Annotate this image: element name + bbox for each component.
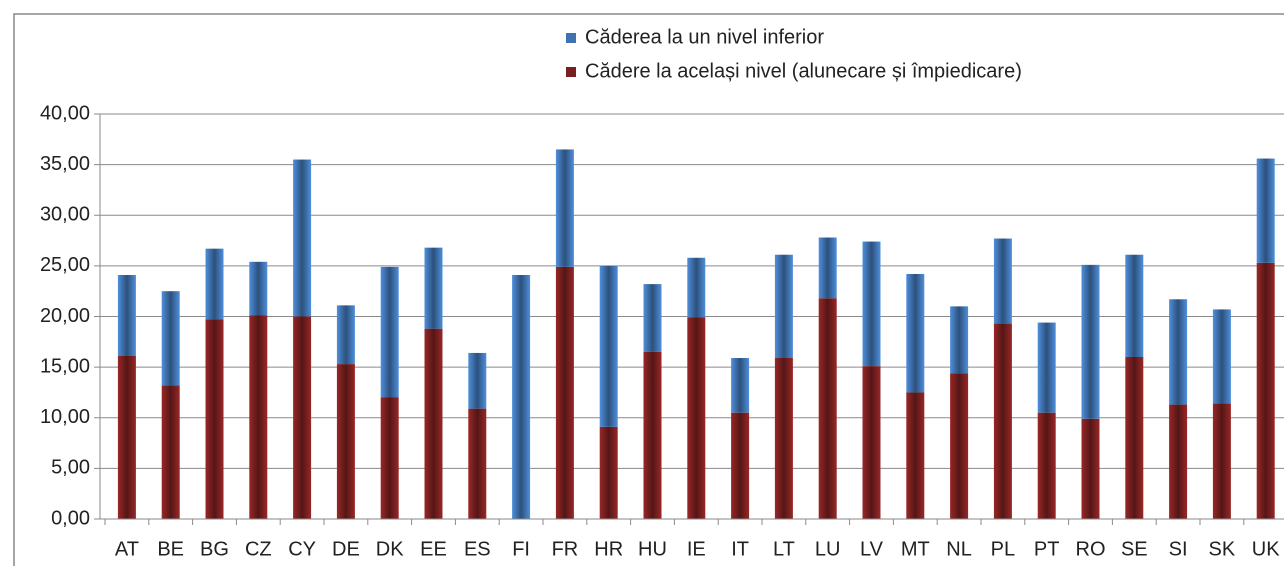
x-tick-label: BG	[200, 538, 229, 560]
bar-segment	[1256, 158, 1275, 263]
x-tick-label: PT	[1034, 538, 1060, 560]
bar-segment	[249, 261, 268, 316]
x-tick-label: SE	[1121, 538, 1148, 560]
x-tick-label: SI	[1169, 538, 1188, 560]
y-tick-label: 10,00	[40, 406, 90, 428]
y-tick-label: 15,00	[40, 355, 90, 377]
x-tick-label: CZ	[245, 538, 272, 560]
bar-segment	[774, 358, 793, 519]
bar-segment	[599, 426, 618, 519]
bar-segment	[468, 352, 487, 409]
bar-segment	[862, 241, 881, 367]
x-tick-label: IT	[731, 538, 749, 560]
bar-segment	[1212, 309, 1231, 404]
bar-segment	[555, 149, 574, 267]
x-tick-label: NL	[946, 538, 972, 560]
bar-segment	[818, 237, 837, 299]
x-tick-label: FR	[552, 538, 579, 560]
bar-segment	[1037, 322, 1056, 413]
bar-segment	[1037, 412, 1056, 519]
x-tick-label: IE	[687, 538, 706, 560]
y-tick-label: 35,00	[40, 153, 90, 175]
bar-segment	[380, 266, 399, 398]
bar-segment	[424, 328, 443, 519]
bar-segment	[993, 323, 1012, 519]
bar-segment	[336, 364, 355, 519]
bar-segment	[161, 291, 180, 386]
bar-segment	[336, 305, 355, 365]
y-tick-label: 5,00	[51, 457, 90, 479]
bar-segment	[731, 412, 750, 519]
y-tick-label: 0,00	[51, 507, 90, 529]
x-tick-label: MT	[901, 538, 930, 560]
bar-segment	[1212, 403, 1231, 519]
x-tick-label: CY	[288, 538, 316, 560]
x-tick-label: SK	[1209, 538, 1236, 560]
bar-segment	[950, 306, 969, 374]
x-tick-label: DE	[332, 538, 360, 560]
y-tick-label: 25,00	[40, 254, 90, 276]
bar-segment	[1256, 262, 1275, 519]
bar-segment	[687, 317, 706, 519]
bar-segment	[117, 274, 136, 356]
bar-segment	[599, 265, 618, 427]
bar-segment	[906, 392, 925, 519]
bar-segment	[687, 257, 706, 318]
bar-segment	[1169, 299, 1188, 405]
bar-segment	[161, 385, 180, 519]
chart-frame	[13, 13, 1284, 566]
bar-segment	[249, 315, 268, 519]
x-tick-label: EE	[420, 538, 447, 560]
x-tick-label: UK	[1252, 538, 1280, 560]
bar-segment	[1081, 418, 1100, 519]
x-tick-label: PL	[991, 538, 1015, 560]
x-tick-label: LV	[860, 538, 884, 560]
x-tick-label: LU	[815, 538, 841, 560]
bar-segment	[117, 355, 136, 519]
bar-segment	[293, 159, 312, 317]
bar-segment	[555, 266, 574, 519]
bar-segment	[205, 248, 224, 320]
bar-segment	[906, 273, 925, 393]
bar-segment	[950, 373, 969, 519]
bar-segment	[818, 298, 837, 519]
bar-segment	[862, 366, 881, 519]
bar-segment	[1125, 357, 1144, 519]
bar-segment	[468, 408, 487, 519]
x-tick-label: HU	[638, 538, 667, 560]
y-tick-label: 20,00	[40, 305, 90, 327]
bar-segment	[1081, 264, 1100, 419]
legend-swatch	[566, 67, 576, 77]
x-tick-label: ES	[464, 538, 491, 560]
bar-segment	[993, 238, 1012, 324]
bar-segment	[293, 316, 312, 519]
bar-segment	[1125, 254, 1144, 357]
y-tick-label: 30,00	[40, 204, 90, 226]
legend-label: Cădere la același nivel (alunecare și îm…	[585, 60, 1022, 82]
y-tick-label: 40,00	[40, 102, 90, 124]
bar-segment	[424, 247, 443, 329]
bar-segment	[731, 358, 750, 413]
bar-segment	[512, 274, 531, 519]
bar-segment	[380, 397, 399, 519]
x-tick-label: DK	[376, 538, 404, 560]
x-tick-label: BE	[157, 538, 184, 560]
legend-label: Căderea la un nivel inferior	[585, 26, 824, 48]
x-tick-label: HR	[594, 538, 623, 560]
bar-segment	[1169, 404, 1188, 519]
bar-segment	[643, 284, 662, 352]
legend-swatch	[566, 33, 576, 43]
bar-segment	[774, 254, 793, 359]
x-tick-label: FI	[512, 538, 530, 560]
x-tick-label: LT	[773, 538, 795, 560]
bar-segment	[643, 351, 662, 519]
bar-segment	[205, 319, 224, 519]
x-tick-label: RO	[1076, 538, 1106, 560]
x-tick-label: AT	[115, 538, 139, 560]
